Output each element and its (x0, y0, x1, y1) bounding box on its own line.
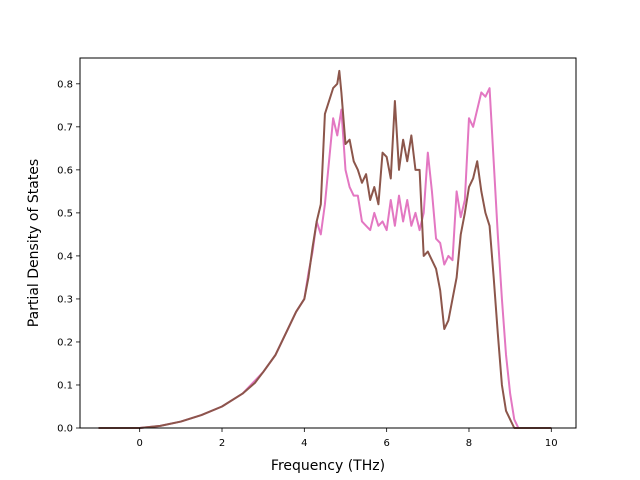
y-tick-label: 0.1 (57, 380, 73, 391)
y-tick-label: 0.6 (57, 165, 73, 176)
x-tick-label: 2 (219, 438, 225, 449)
plot-area (80, 58, 576, 428)
x-tick-label: 0 (136, 438, 142, 449)
y-tick-label: 0.0 (57, 424, 73, 435)
y-tick-label: 0.8 (57, 79, 73, 90)
x-tick-label: 8 (466, 438, 472, 449)
y-tick-label: 0.7 (57, 122, 73, 133)
y-axis: 0.0 0.1 0.2 0.3 0.4 0.5 0.6 0.7 0.8 (57, 79, 80, 435)
x-axis: 0 2 4 6 8 10 (136, 428, 558, 449)
x-axis-title: Frequency (THz) (271, 458, 385, 474)
series-line-2 (98, 69, 552, 429)
x-tick-label: 6 (383, 438, 389, 449)
y-tick-label: 0.4 (57, 251, 73, 262)
y-tick-label: 0.2 (57, 337, 73, 348)
plot-frame (79, 57, 577, 429)
x-tick-label: 4 (301, 438, 307, 449)
x-tick-label: 10 (545, 438, 558, 449)
y-tick-label: 0.5 (57, 208, 73, 219)
y-tick-label: 0.3 (57, 294, 73, 305)
y-axis-title: Partial Density of States (26, 159, 42, 327)
series-layer (98, 69, 552, 429)
